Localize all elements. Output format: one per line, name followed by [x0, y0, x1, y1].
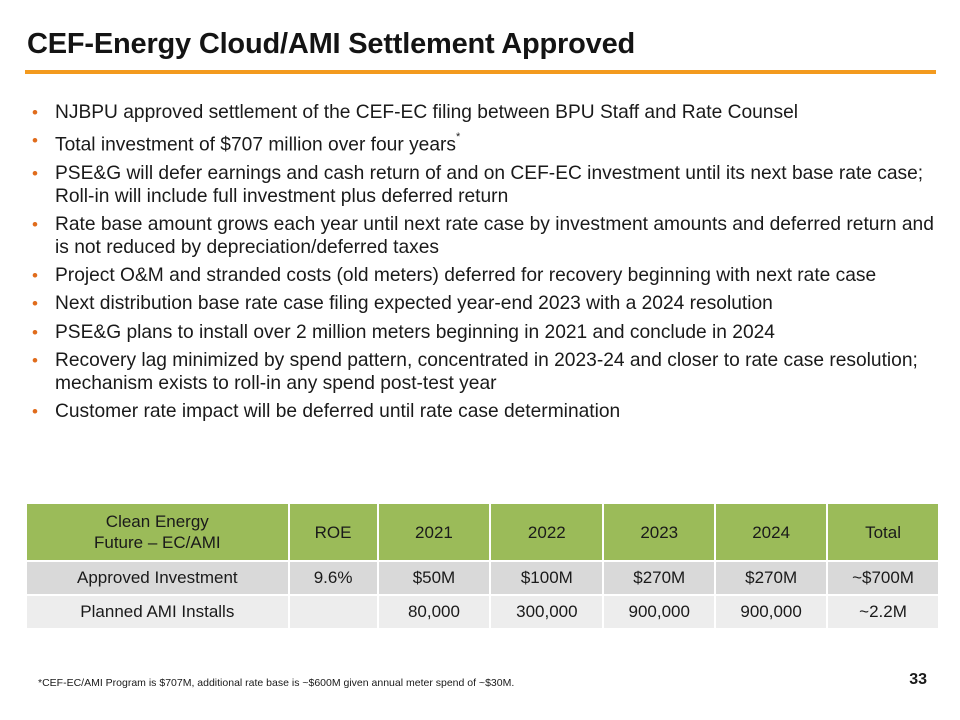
bullet-item: • PSE&G plans to install over 2 million m… — [30, 321, 935, 344]
footnote: *CEF-EC/AMI Program is $707M, additional… — [38, 677, 515, 689]
bullet-text: PSE&G will defer earnings and cash retur… — [55, 162, 924, 207]
table-cell: $270M — [715, 561, 829, 596]
table-row: Planned AMI Installs 80,000 300,000 900,… — [27, 595, 940, 630]
bullet-text: Next distribution base rate case filing … — [55, 293, 773, 315]
bullet-item: • Rate base amount grows each year until … — [30, 213, 935, 259]
table-row-label: Approved Investment — [27, 561, 290, 596]
table-cell: 900,000 — [603, 595, 717, 630]
table-cell — [288, 595, 379, 630]
table-header-program: Clean Energy Future – EC/AMI — [27, 504, 290, 562]
table-cell: $100M — [490, 561, 605, 596]
table-row-label: Planned AMI Installs — [27, 595, 290, 630]
bullet-text: Rate base amount grows each year until n… — [55, 213, 934, 258]
bullet-text: NJBPU approved settlement of the CEF-EC … — [55, 102, 799, 123]
table-header-total: Total — [827, 504, 940, 562]
bullet-dot-icon: • — [32, 294, 38, 314]
table-cell: 900,000 — [715, 595, 829, 630]
bullet-dot-icon: • — [32, 214, 38, 234]
table-header-2024: 2024 — [715, 504, 829, 562]
bullet-text: Recovery lag minimized by spend pattern,… — [55, 349, 918, 394]
table-cell: 80,000 — [377, 595, 492, 630]
bullet-text: Project O&M and stranded costs (old mete… — [55, 265, 877, 287]
bullet-dot-icon: • — [32, 103, 38, 122]
table-cell: $50M — [377, 561, 492, 596]
bullet-text: PSE&G plans to install over 2 million me… — [55, 321, 775, 343]
bullet-item: • Customer rate impact will be deferred u… — [30, 400, 935, 423]
bullet-item: • Recovery lag minimized by spend pattern… — [30, 349, 935, 395]
bullet-list: • NJBPU approved settlement of the CEF-EC… — [30, 101, 935, 428]
bullet-dot-icon: • — [32, 322, 38, 342]
bullet-item: • Project O&M and stranded costs (old met… — [30, 264, 935, 287]
table-header-2022: 2022 — [490, 504, 605, 562]
table-cell: 9.6% — [288, 561, 379, 596]
bullet-dot-icon: • — [32, 163, 38, 183]
table-cell: 300,000 — [490, 595, 605, 630]
bullet-item: • PSE&G will defer earnings and cash retu… — [30, 162, 935, 208]
table-header-roe: ROE — [288, 504, 379, 562]
bullet-dot-icon: • — [32, 131, 38, 151]
table-cell: ~2.2M — [827, 595, 940, 630]
bullet-dot-icon: • — [32, 350, 38, 370]
bullet-item: • NJBPU approved settlement of the CEF-EC… — [30, 101, 935, 124]
bullet-dot-icon: • — [32, 266, 38, 286]
table-header-2021: 2021 — [377, 504, 492, 562]
table-row: Approved Investment 9.6% $50M $100M $270… — [27, 561, 940, 596]
bullet-dot-icon: • — [32, 401, 38, 421]
investment-table: Clean Energy Future – EC/AMI ROE 2021 202… — [27, 504, 940, 630]
bullet-item: • Total investment of $707 million over f… — [30, 129, 935, 156]
bullet-item: • Next distribution base rate case filing… — [30, 292, 935, 315]
table-cell: ~$700M — [827, 561, 940, 596]
bullet-text: Total investment of $707 million over fo… — [55, 134, 456, 156]
footnote-marker: * — [456, 131, 461, 144]
table-cell: $270M — [603, 561, 717, 596]
table-header-2023: 2023 — [603, 504, 717, 562]
page-number: 33 — [909, 671, 927, 688]
slide-title: CEF-Energy Cloud/AMI Settlement Approved — [27, 28, 636, 60]
title-underline — [25, 70, 936, 74]
table-header-row: Clean Energy Future – EC/AMI ROE 2021 202… — [27, 504, 940, 562]
bullet-text: Customer rate impact will be deferred un… — [55, 400, 621, 422]
